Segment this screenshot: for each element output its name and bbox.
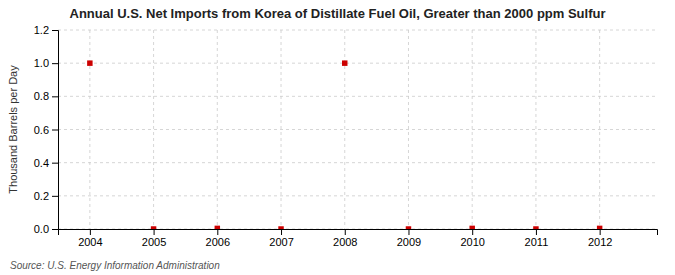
y-tick-label: 1.0 [34, 57, 49, 69]
point [278, 226, 283, 229]
y-axis-title: Thousand Barrels per Day [7, 65, 19, 194]
y-tick-label: 1.2 [34, 24, 49, 36]
x-tick: 2012 [588, 229, 612, 248]
annotation: Source: U.S. Energy Information Administ… [10, 260, 220, 271]
y-tick: 0.2 [34, 190, 58, 202]
y-axis-line [52, 31, 59, 230]
x-tick-label: 2006 [206, 236, 230, 248]
x-tick-mark [536, 229, 537, 235]
y-tick: 0.4 [34, 157, 58, 169]
y-tick: 0.0 [34, 223, 58, 235]
chart: 2004200520062007200820092010201120120.00… [0, 0, 675, 275]
x-tick: 2011 [525, 229, 549, 248]
points [87, 60, 602, 229]
y-tick: 1.0 [34, 57, 58, 69]
x-tick-label: 2004 [78, 236, 102, 248]
y-tick-label: 0.6 [34, 124, 49, 136]
x-tick-mark [600, 229, 601, 235]
point [597, 226, 602, 229]
y-tick-label: 0.4 [34, 157, 49, 169]
x-tick: 2007 [269, 229, 293, 248]
x-tick: 2005 [142, 229, 166, 248]
plot-area: 2004200520062007200820092010201120120.00… [34, 24, 658, 248]
x-tick-mark [472, 229, 473, 235]
grid-line-y [58, 96, 657, 97]
grid-line-x [535, 30, 536, 229]
grid-line-y [58, 195, 657, 196]
point [342, 60, 347, 65]
grid-line-y [58, 162, 657, 163]
x-tick-mark [345, 229, 346, 235]
x-tick: 2006 [206, 229, 230, 248]
y-tick: 0.6 [34, 124, 58, 136]
x-tick-mark [408, 229, 409, 235]
y-tick: 0.8 [34, 90, 58, 102]
y-tick-label: 0.0 [34, 223, 49, 235]
point [151, 226, 156, 229]
x-tick-mark [281, 229, 282, 235]
x-tick-label: 2008 [333, 236, 357, 248]
y-tick-label: 0.8 [34, 90, 49, 102]
x-tick-label: 2009 [397, 236, 421, 248]
grid-line-y [58, 129, 657, 130]
y-axis: 0.0 0.2 0.4 0.6 0.8 1.0 1.2 [34, 24, 59, 235]
x-axis-line [59, 230, 658, 236]
grid [58, 30, 657, 229]
x-tick: 2004 [78, 229, 102, 248]
y-tick-mark [52, 96, 58, 97]
grid-line-y [58, 30, 657, 31]
x-tick-mark [154, 229, 155, 235]
x-tick-label: 2011 [525, 236, 549, 248]
point [87, 60, 92, 65]
point [469, 226, 474, 229]
y-tick-mark [52, 196, 58, 197]
point [533, 226, 538, 229]
x-tick: 2010 [460, 229, 484, 248]
y-tick-mark [52, 130, 58, 131]
x-axis: 2004 2005 2006 2007 2008 2009 2010 2011 2012 [59, 229, 658, 248]
y-tick-mark [52, 163, 58, 164]
x-tick-label: 2007 [269, 236, 293, 248]
x-tick-mark [90, 229, 91, 235]
x-tick-mark [217, 229, 218, 235]
x-tick: 2009 [397, 229, 421, 248]
point [406, 226, 411, 229]
y-tick: 1.2 [34, 24, 58, 36]
x-tick-label: 2005 [142, 236, 166, 248]
y-tick-mark [52, 229, 58, 230]
y-tick-mark [52, 30, 58, 31]
x-tick-label: 2010 [460, 236, 484, 248]
grid-line-x [153, 30, 154, 229]
x-tick: 2008 [333, 229, 357, 248]
grid-line-y [58, 63, 657, 64]
point [215, 226, 220, 229]
y-tick-mark [52, 63, 58, 64]
y-tick-label: 0.2 [34, 190, 49, 202]
x-tick-label: 2012 [588, 236, 612, 248]
title: Annual U.S. Net Imports from Korea of Di… [70, 6, 606, 21]
grid-line-x [344, 30, 345, 229]
